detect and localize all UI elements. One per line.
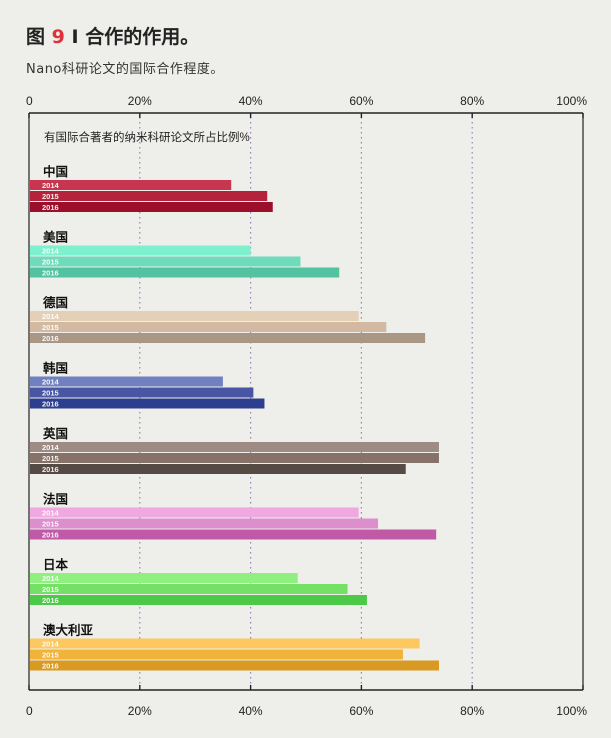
- x-tick-label-top: 100%: [556, 94, 587, 108]
- bar-year-label: 2015: [42, 520, 59, 529]
- x-tick-label-top: 0: [26, 94, 33, 108]
- bar: [30, 573, 298, 583]
- bar-year-label: 2015: [42, 389, 59, 398]
- bar-year-label: 2016: [42, 400, 59, 409]
- bar-year-label: 2014: [42, 378, 60, 387]
- bar-year-label: 2016: [42, 269, 59, 278]
- bar-year-label: 2014: [42, 312, 60, 321]
- figure-prefix: 图: [26, 26, 46, 48]
- x-tick-label-bottom: 100%: [556, 704, 587, 718]
- bar-year-label: 2015: [42, 323, 59, 332]
- bar: [30, 584, 348, 594]
- bar: [30, 660, 439, 671]
- figure-number: 9: [51, 26, 65, 48]
- bar: [30, 333, 426, 343]
- figure-subtitle: Nano科研论文的国际合作程度。: [26, 62, 224, 77]
- x-tick-label-top: 80%: [460, 94, 484, 108]
- group-label: 中国: [43, 164, 68, 179]
- bar: [30, 638, 420, 649]
- figure-title-text: 合作的作用。: [85, 26, 200, 48]
- bar-year-label: 2015: [42, 585, 59, 594]
- group-label: 韩国: [43, 361, 68, 376]
- bar: [30, 180, 232, 190]
- bar: [30, 398, 265, 409]
- bar: [30, 464, 406, 474]
- x-tick-label-top: 40%: [239, 94, 263, 108]
- bar-year-label: 2014: [42, 640, 60, 649]
- bar: [30, 311, 359, 321]
- bar: [30, 442, 439, 452]
- group-label: 法国: [43, 492, 68, 507]
- group-label: 德国: [43, 295, 68, 310]
- x-tick-label-top: 60%: [349, 94, 373, 108]
- title-separator: I: [71, 26, 79, 48]
- bar: [30, 376, 223, 387]
- x-tick-label-bottom: 20%: [128, 704, 152, 718]
- bar: [30, 529, 437, 540]
- bar-year-label: 2014: [42, 509, 60, 518]
- bar: [30, 507, 359, 518]
- bar: [30, 595, 367, 605]
- bar-year-label: 2015: [42, 454, 59, 463]
- bar-year-label: 2016: [42, 531, 59, 540]
- group-label: 美国: [43, 230, 68, 245]
- bar: [30, 453, 439, 463]
- bar-year-label: 2014: [42, 574, 60, 583]
- bar: [30, 267, 340, 278]
- bar-year-label: 2015: [42, 192, 59, 201]
- bar: [30, 322, 387, 332]
- x-tick-label-bottom: 60%: [349, 704, 373, 718]
- bar-year-label: 2015: [42, 258, 59, 267]
- group-label: 英国: [43, 426, 68, 441]
- x-tick-label-bottom: 0: [26, 704, 33, 718]
- bar-year-label: 2014: [42, 247, 60, 256]
- bar: [30, 256, 301, 267]
- bar-year-label: 2014: [42, 181, 60, 190]
- bar-year-label: 2016: [42, 662, 59, 671]
- x-tick-label-bottom: 40%: [239, 704, 263, 718]
- figure-title: 图 9 I 合作的作用。: [26, 22, 199, 49]
- bar: [30, 518, 379, 529]
- bar: [30, 387, 254, 398]
- x-tick-label-top: 20%: [128, 94, 152, 108]
- bar: [30, 191, 268, 201]
- bar-year-label: 2016: [42, 334, 59, 343]
- bar: [30, 202, 273, 212]
- bar-year-label: 2014: [42, 443, 60, 452]
- bar: [30, 245, 251, 256]
- bar-year-label: 2016: [42, 596, 59, 605]
- bar-year-label: 2016: [42, 203, 59, 212]
- group-label: 澳大利亚: [43, 623, 94, 638]
- bar-year-label: 2016: [42, 465, 59, 474]
- group-label: 日本: [43, 557, 69, 572]
- bar-year-label: 2015: [42, 651, 59, 660]
- chart-title: 有国际合著者的纳米科研论文所占比例%: [44, 130, 250, 144]
- x-tick-label-bottom: 80%: [460, 704, 484, 718]
- bar: [30, 649, 403, 660]
